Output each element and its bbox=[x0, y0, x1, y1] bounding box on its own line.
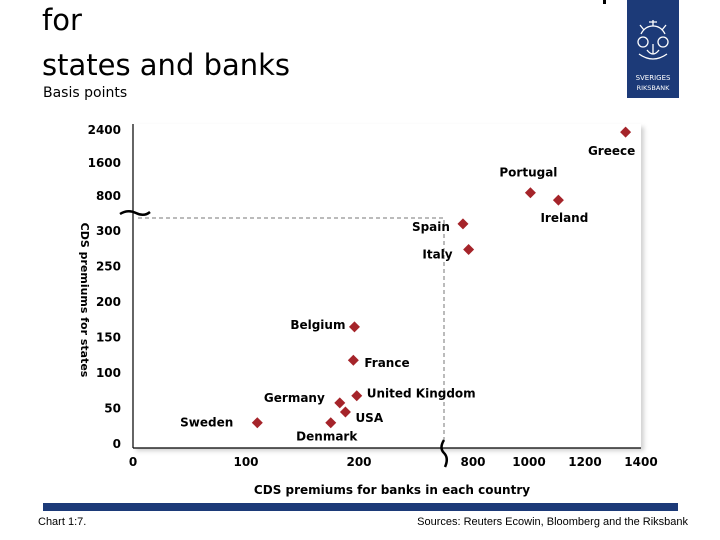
title-fragment-mark bbox=[603, 0, 606, 4]
data-point-marker bbox=[351, 390, 363, 402]
data-point-label: Denmark bbox=[296, 430, 358, 444]
chart-title-line-1: for bbox=[42, 3, 82, 37]
logo-text-line-2: RIKSBANK bbox=[637, 84, 671, 92]
y-tick-label: 300 bbox=[96, 224, 121, 238]
data-point-marker bbox=[348, 321, 360, 333]
plot-area bbox=[133, 124, 641, 448]
y-tick-label: 0 bbox=[113, 437, 121, 451]
data-point-marker bbox=[457, 218, 469, 230]
data-point-marker bbox=[325, 417, 337, 429]
data-point-label: France bbox=[364, 356, 409, 370]
logo-text-line-1: SVERIGES bbox=[636, 74, 671, 82]
y-tick-label: 2400 bbox=[88, 123, 121, 137]
y-tick-label: 150 bbox=[96, 331, 121, 345]
data-point-label: Spain bbox=[412, 220, 450, 234]
data-point-label: USA bbox=[355, 411, 383, 425]
data-point-marker bbox=[552, 194, 564, 206]
y-tick-label: 50 bbox=[104, 402, 121, 416]
sources-note: Sources: Reuters Ecowin, Bloomberg and t… bbox=[417, 516, 688, 528]
y-tick-label: 250 bbox=[96, 260, 121, 274]
data-point-label: Sweden bbox=[180, 416, 233, 430]
data-point-marker bbox=[347, 354, 359, 366]
reference-box bbox=[138, 217, 445, 440]
x-tick-label: 200 bbox=[346, 455, 371, 469]
x-tick-label: 800 bbox=[460, 455, 485, 469]
data-point-marker bbox=[339, 406, 351, 418]
riksbank-crest-icon: SVERIGES RIKSBANK bbox=[636, 20, 671, 92]
data-point-label: Portugal bbox=[499, 166, 557, 180]
data-point-label: Germany bbox=[264, 391, 325, 405]
data-point-marker bbox=[251, 417, 263, 429]
y-tick-label: 1600 bbox=[88, 156, 121, 170]
chart-number: Chart 1:7. bbox=[38, 516, 87, 528]
y-axis-label: CDS premiums for states bbox=[78, 223, 91, 378]
y-tick-label: 800 bbox=[96, 189, 121, 203]
x-tick-label: 0 bbox=[129, 455, 137, 469]
data-point-marker bbox=[334, 397, 346, 409]
data-point-label: Ireland bbox=[540, 211, 588, 225]
x-tick-label: 1000 bbox=[512, 455, 545, 469]
y-tick-label: 200 bbox=[96, 295, 121, 309]
data-point-label: Belgium bbox=[290, 318, 345, 332]
data-point-label: Italy bbox=[422, 247, 452, 261]
x-axis-label: CDS premiums for banks in each country bbox=[254, 483, 530, 497]
data-point-marker bbox=[463, 243, 475, 255]
data-point-marker bbox=[524, 187, 536, 199]
footer-bar bbox=[43, 503, 678, 511]
y-tick-label: 100 bbox=[96, 366, 121, 380]
x-tick-label: 1400 bbox=[624, 455, 657, 469]
y-axis-break bbox=[119, 210, 151, 216]
data-point-label: Greece bbox=[588, 144, 635, 158]
chart-title-line-2: states and banks bbox=[42, 48, 291, 82]
data-point-label: United Kingdom bbox=[367, 387, 476, 401]
x-axis-break bbox=[440, 439, 448, 468]
x-tick-label: 100 bbox=[233, 455, 258, 469]
x-tick-label: 1200 bbox=[568, 455, 601, 469]
chart-subtitle: Basis points bbox=[43, 85, 128, 101]
riksbank-logo: SVERIGES RIKSBANK bbox=[627, 0, 679, 98]
data-point-marker bbox=[620, 126, 632, 138]
